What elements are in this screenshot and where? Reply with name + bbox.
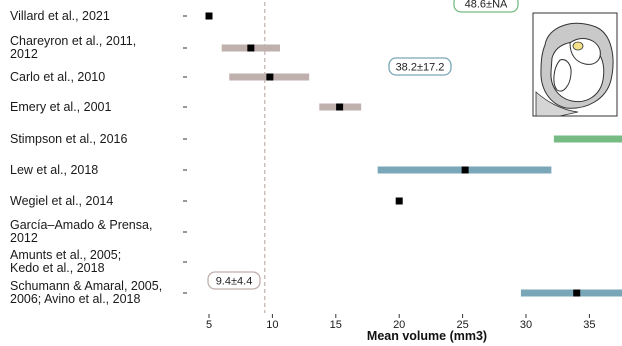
x-tick-label-3: 20 <box>393 319 405 331</box>
interval-bar-9 <box>520 289 622 297</box>
reference-label-0: 9.4±4.4 <box>216 276 253 288</box>
mean-marker-6 <box>395 197 403 205</box>
mean-marker-5 <box>461 166 469 174</box>
x-tick-label-2: 15 <box>330 319 342 331</box>
reference-label-2: 48.6±NA <box>465 0 508 11</box>
reference-box-0 <box>207 271 261 290</box>
study-labels: Villard et al., 2021 Chareyron et al., 20… <box>10 9 187 306</box>
mean-marker-3 <box>336 103 344 111</box>
study-label-9: Schumann & Amaral, 2005, 2006; Avino et a… <box>10 279 162 306</box>
reference-box-2 <box>453 0 519 13</box>
mean-marker-9 <box>573 289 581 297</box>
mean-marker-1 <box>247 44 255 52</box>
study-label-8: Amunts et al., 2005; Kedo et al., 2018 <box>10 248 121 275</box>
study-label-6: Wegiel et al., 2014 <box>10 194 113 208</box>
x-axis: 51015202530354045505560657 <box>206 314 596 331</box>
interval-bar-4 <box>553 135 622 143</box>
x-axis-title: Mean volume (mm3) <box>367 329 487 343</box>
x-tick-label-4: 25 <box>456 319 468 331</box>
mean-markers <box>205 12 581 297</box>
study-label-3: Emery et al., 2001 <box>10 100 111 114</box>
x-tick-label-0: 5 <box>206 319 212 331</box>
study-label-0: Villard et al., 2021 <box>10 9 110 23</box>
study-label-4: Stimpson et al., 2016 <box>10 132 127 146</box>
reference-box-1 <box>388 57 452 76</box>
x-tick-label-6: 35 <box>583 319 595 331</box>
reference-annotations: 9.4±4.4 38.2±17.2 48.6±NA <box>207 0 519 290</box>
study-label-2: Carlo et al., 2010 <box>10 70 105 84</box>
x-tick-label-1: 10 <box>266 319 278 331</box>
mean-marker-2 <box>266 73 274 81</box>
mean-marker-0 <box>205 12 213 20</box>
study-label-1: Chareyron et al., 2011, 2012 <box>10 34 136 61</box>
study-label-5: Lew et al., 2018 <box>10 163 98 177</box>
study-label-7: García–Amado & Prensa, 2012 <box>10 218 152 245</box>
brain-inset-illustration <box>532 12 618 117</box>
x-tick-label-5: 30 <box>520 319 532 331</box>
reference-lines <box>264 2 266 313</box>
reference-label-1: 38.2±17.2 <box>396 62 445 74</box>
